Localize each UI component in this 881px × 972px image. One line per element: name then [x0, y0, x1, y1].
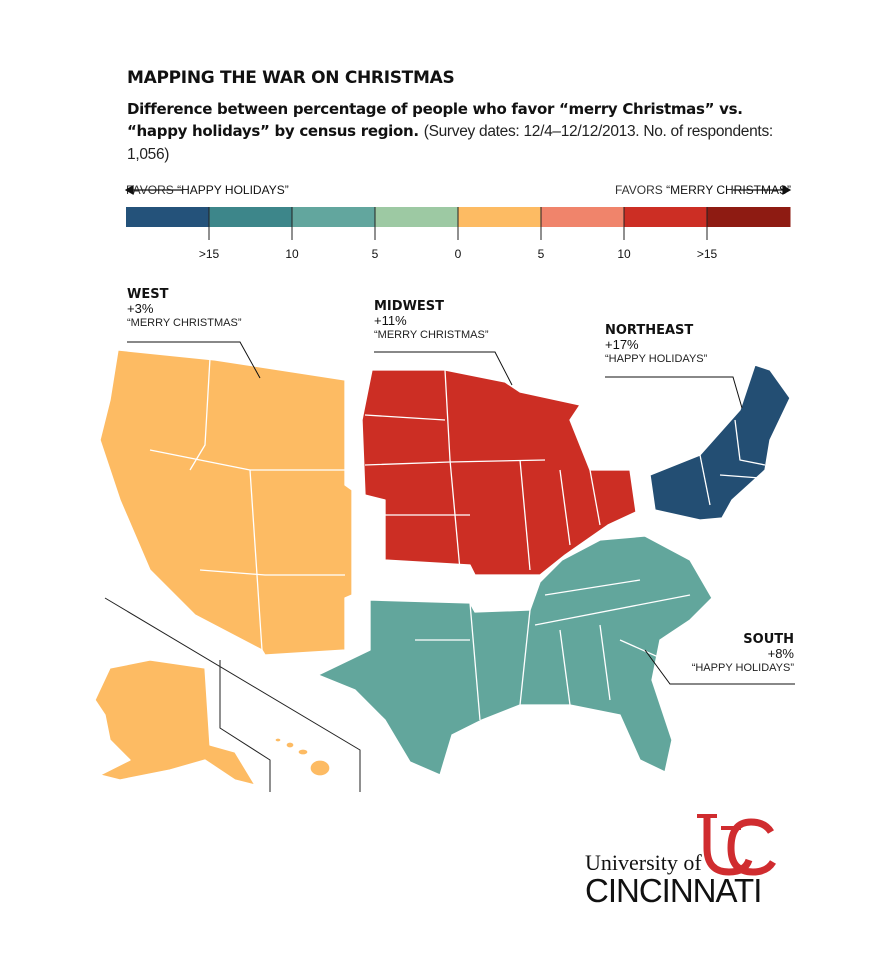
- label-northeast: NORTHEAST +17% “HAPPY HOLIDAYS”: [605, 324, 707, 366]
- region-alaska: [94, 659, 256, 786]
- subtitle: Difference between percentage of people …: [127, 98, 807, 166]
- region-name: MIDWEST: [374, 299, 445, 314]
- label-west: WEST +3% “MERRY CHRISTMAS”: [127, 288, 242, 330]
- subtitle-note: (Survey dates: 12/4–12/12/2013. No. of r…: [127, 123, 773, 163]
- legend-tick-label: 5: [538, 247, 545, 261]
- leader-lines: [127, 341, 795, 685]
- legend-swatch: [209, 207, 293, 227]
- legend-right-text: “MERRY CHRISTMAS”: [666, 183, 791, 197]
- region-favors: “HAPPY HOLIDAYS”: [691, 662, 794, 674]
- region-south: [317, 535, 713, 776]
- region-favors: “HAPPY HOLIDAYS”: [605, 353, 708, 365]
- legend-swatch: [375, 207, 459, 227]
- inset-dividers: [104, 597, 361, 792]
- legend-swatch: [126, 207, 210, 227]
- legend-tick-label: >15: [199, 247, 220, 261]
- legend-tick-label: 10: [617, 247, 631, 261]
- region-name: SOUTH: [743, 632, 794, 647]
- legend-right-prefix: FAVORS: [614, 183, 667, 197]
- region-name: NORTHEAST: [605, 323, 694, 338]
- legend-swatch: [707, 207, 791, 227]
- region-value: +17%: [605, 337, 639, 352]
- legend-tick-label: 10: [285, 247, 299, 261]
- legend-bar: >15 10 5 0 5 10 >15: [126, 207, 791, 261]
- label-south: SOUTH +8% “HAPPY HOLIDAYS”: [692, 633, 794, 675]
- legend-arrows: [124, 184, 792, 196]
- legend-tick-label: 0: [455, 247, 462, 261]
- logo-line1: University of: [585, 850, 702, 875]
- region-name: WEST: [127, 287, 169, 302]
- logo-line2: CINCINNATI: [585, 872, 762, 909]
- subtitle-main: Difference between percentage of people …: [127, 100, 743, 140]
- legend-left-text: “HAPPY HOLIDAYS”: [177, 183, 289, 197]
- legend-swatch: [624, 207, 708, 227]
- region-northeast: [649, 364, 791, 521]
- region-favors: “MERRY CHRISTMAS”: [127, 317, 242, 329]
- legend-swatch: [541, 207, 625, 227]
- legend-swatch: [292, 207, 376, 227]
- state-borders: [149, 357, 766, 721]
- page-title: MAPPING THE WAR ON CHRISTMAS: [127, 68, 455, 88]
- region-west: [99, 349, 353, 656]
- uc-logo-mark: [697, 814, 777, 876]
- legend-swatch: [458, 207, 542, 227]
- legend-right-label: FAVORS “MERRY CHRISTMAS”: [615, 183, 791, 197]
- label-midwest: MIDWEST +11% “MERRY CHRISTMAS”: [374, 300, 489, 342]
- region-hawaii: [274, 737, 331, 777]
- legend-tick-label: >15: [697, 247, 718, 261]
- region-value: +8%: [767, 646, 794, 661]
- region-value: +11%: [374, 313, 407, 328]
- region-favors: “MERRY CHRISTMAS”: [374, 329, 489, 341]
- region-value: +3%: [127, 301, 154, 316]
- legend-tick-label: 5: [372, 247, 379, 261]
